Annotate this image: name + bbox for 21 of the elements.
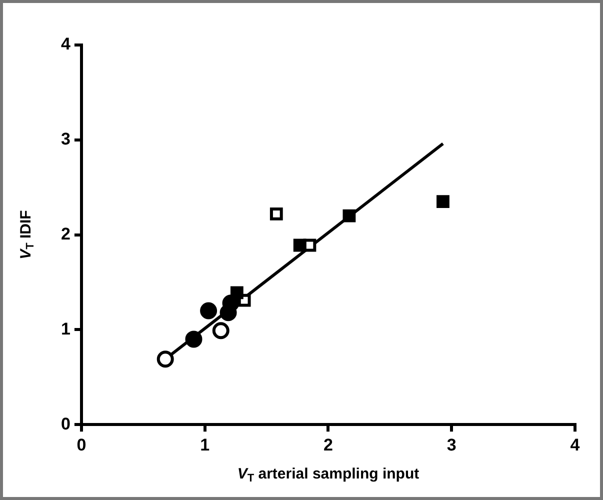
point xyxy=(156,350,174,368)
y-tick-label: 1 xyxy=(60,319,70,338)
point xyxy=(200,302,218,320)
point xyxy=(185,330,202,348)
x-tick-label: 3 xyxy=(446,435,456,454)
point xyxy=(270,207,283,220)
y-axis-title: VT IDIF xyxy=(18,210,36,260)
y-tick-label: 2 xyxy=(60,224,70,244)
point xyxy=(230,286,244,300)
point xyxy=(212,322,230,340)
x-tick-label: 4 xyxy=(570,435,580,454)
y-tick-label: 3 xyxy=(60,130,70,149)
point xyxy=(293,238,306,252)
point xyxy=(222,294,240,312)
x-tick-label: 1 xyxy=(200,435,210,454)
point xyxy=(436,195,450,208)
point xyxy=(342,209,356,222)
x-tick-label: 2 xyxy=(323,435,333,454)
y-tick-label: 0 xyxy=(60,414,70,434)
y-tick-label: 4 xyxy=(60,34,71,54)
x-tick-label: 0 xyxy=(76,435,86,454)
